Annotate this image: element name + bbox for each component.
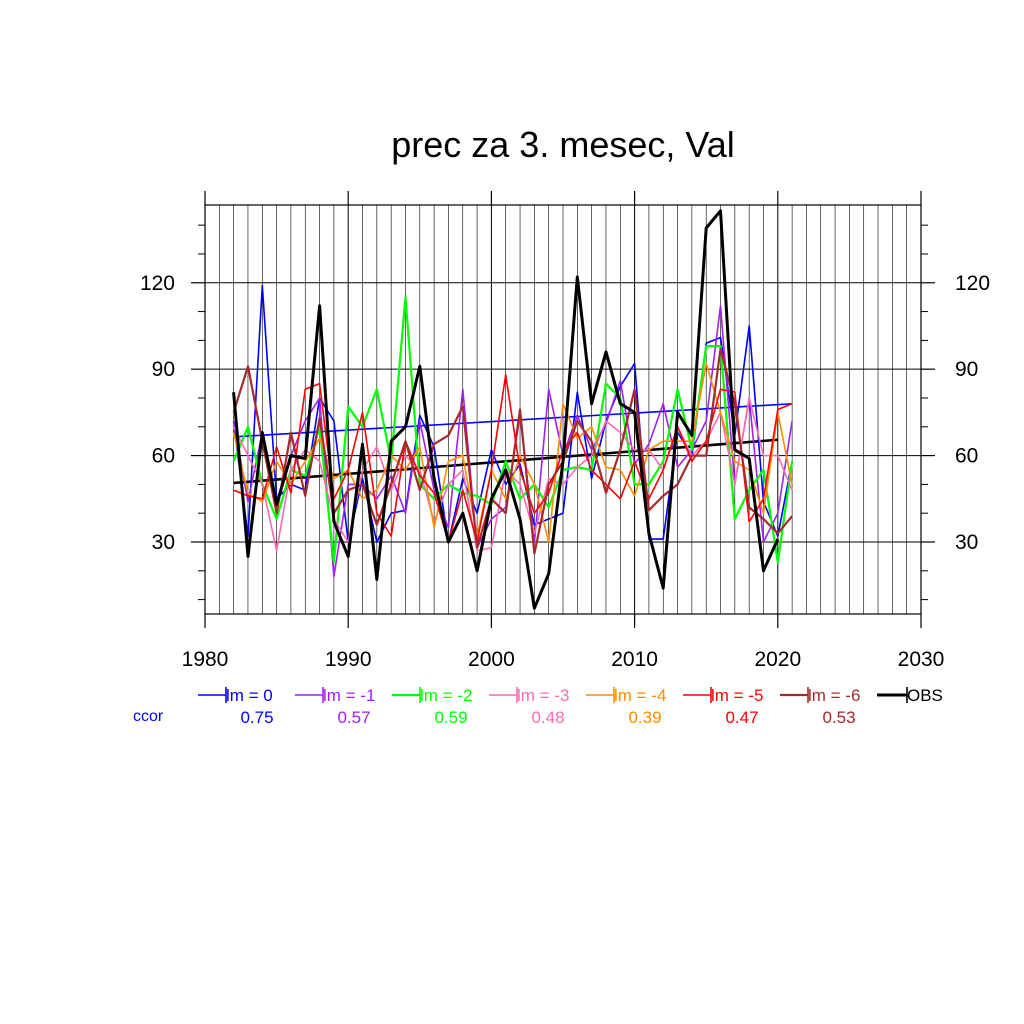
ccor-value-lm-2: 0.59 xyxy=(434,708,467,727)
legend-label-lm-3: lm = -3 xyxy=(517,686,569,705)
y-tick-label-left: 90 xyxy=(152,358,175,381)
legend-label-obs: OBS xyxy=(907,686,943,705)
x-tick-label: 2010 xyxy=(611,648,658,671)
y-tick-label-right: 60 xyxy=(955,445,978,468)
y-tick-label-right: 120 xyxy=(955,272,990,295)
y-tick-label-left: 120 xyxy=(140,272,175,295)
y-tick-label-right: 30 xyxy=(955,531,978,554)
ccor-label: ccor xyxy=(133,708,164,725)
ccor-value-lm-4: 0.39 xyxy=(628,708,661,727)
ccor-value-lm-1: 0.57 xyxy=(337,708,370,727)
series-line-obs xyxy=(232,209,780,610)
ccor-value-lm-6: 0.53 xyxy=(822,708,855,727)
y-tick-label-right: 90 xyxy=(955,358,978,381)
x-tick-label: 1980 xyxy=(182,648,229,671)
legend-label-lm-1: lm = -1 xyxy=(323,686,375,705)
chart-title: prec za 3. mesec, Val xyxy=(391,124,734,165)
legend-label-lm-6: lm = -6 xyxy=(808,686,860,705)
series-line-lm-6 xyxy=(232,347,793,555)
x-tick-label: 2000 xyxy=(468,648,515,671)
y-tick-label-left: 60 xyxy=(152,445,175,468)
x-tick-label: 2030 xyxy=(898,648,945,671)
ccor-value-lm-0: 0.75 xyxy=(240,708,273,727)
series-line-lm-4 xyxy=(232,362,793,543)
y-tick-label-left: 30 xyxy=(152,531,175,554)
legend: lm = 0 0.75 lm = -1 0.57 lm = -2 0.59 lm = -3 0… xyxy=(133,686,943,727)
legend-label-lm-4: lm = -4 xyxy=(614,686,666,705)
legend-label-lm-5: lm = -5 xyxy=(711,686,763,705)
axes: 1980 1990 2000 2010 2020 2030 30 30 60 60 90 90 120 1… xyxy=(140,191,990,671)
x-tick-label: 1990 xyxy=(325,648,372,671)
legend-label-lm-0: lm = 0 xyxy=(226,686,273,705)
series-line-lm-5 xyxy=(233,374,793,543)
ccor-value-lm-3: 0.48 xyxy=(531,708,564,727)
ccor-value-lm-5: 0.47 xyxy=(725,708,758,727)
legend-label-lm-2: lm = -2 xyxy=(420,686,472,705)
series-lines xyxy=(232,209,794,610)
x-tick-label: 2020 xyxy=(754,648,801,671)
plot-frame xyxy=(204,204,922,615)
